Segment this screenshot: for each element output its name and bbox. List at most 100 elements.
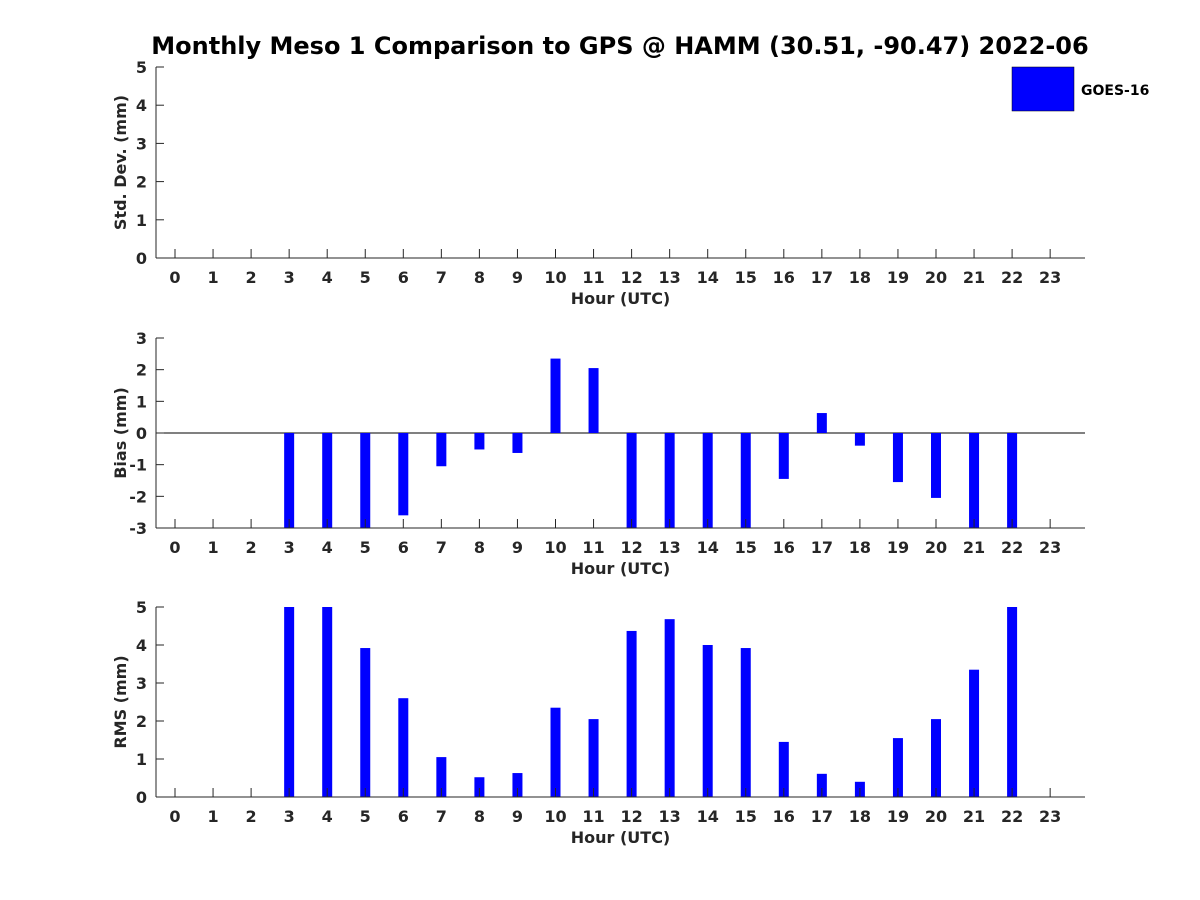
rms-bar-hour-7 bbox=[436, 757, 447, 797]
rms-bar-hour-20 bbox=[931, 719, 941, 797]
rms-x-tick-label: 7 bbox=[436, 807, 447, 826]
rms-bar-hour-3 bbox=[284, 607, 295, 797]
rms-bar-hour-14 bbox=[702, 645, 713, 797]
bias-x-tick-label: 20 bbox=[925, 538, 947, 557]
rms-bar-hour-5 bbox=[360, 648, 371, 797]
rms-x-tick-label: 8 bbox=[474, 807, 485, 826]
std-dev-x-tick-label: 11 bbox=[582, 268, 604, 287]
std-dev-y-tick-label: 4 bbox=[136, 96, 147, 115]
bias-x-tick-label: 22 bbox=[1001, 538, 1023, 557]
std-dev-x-tick-label: 10 bbox=[544, 268, 566, 287]
bias-bar-hour-13 bbox=[664, 433, 675, 528]
bias-y-tick-label: 3 bbox=[136, 329, 147, 348]
bias-y-tick-label: 2 bbox=[136, 361, 147, 380]
rms-x-tick-label: 10 bbox=[544, 807, 566, 826]
std-dev-x-tick-label: 15 bbox=[735, 268, 757, 287]
std-dev-x-axis-label: Hour (UTC) bbox=[571, 289, 671, 308]
bias-bar-hour-22 bbox=[1007, 433, 1018, 528]
bias-x-tick-label: 5 bbox=[360, 538, 371, 557]
std-dev-y-tick-label: 5 bbox=[136, 58, 147, 77]
bias-bar-hour-18 bbox=[854, 433, 865, 446]
bias-x-tick-label: 12 bbox=[620, 538, 642, 557]
rms-x-tick-label: 0 bbox=[169, 807, 180, 826]
rms-x-tick-label: 1 bbox=[207, 807, 218, 826]
bias-bar-hour-12 bbox=[626, 433, 637, 528]
bias-bar-hour-3 bbox=[284, 433, 295, 528]
rms-x-tick-label: 2 bbox=[246, 807, 257, 826]
rms-x-tick-label: 13 bbox=[659, 807, 681, 826]
rms-bar-hour-17 bbox=[816, 773, 827, 797]
rms-x-tick-label: 19 bbox=[887, 807, 909, 826]
rms-bar-hour-19 bbox=[892, 738, 903, 797]
bias-x-tick-label: 16 bbox=[773, 538, 795, 557]
rms-y-tick-label: 2 bbox=[136, 712, 147, 731]
legend-swatch-goes-16 bbox=[1011, 66, 1075, 112]
std-dev-x-tick-label: 2 bbox=[246, 268, 257, 287]
rms-y-tick-label: 0 bbox=[136, 788, 147, 807]
std-dev-y-tick-label: 3 bbox=[136, 134, 147, 153]
bias-x-axis-label: Hour (UTC) bbox=[571, 559, 671, 578]
legend: GOES-16 bbox=[1011, 66, 1149, 112]
rms-bar-hour-22 bbox=[1007, 607, 1018, 797]
rms-x-axis-label: Hour (UTC) bbox=[571, 828, 671, 847]
std-dev-x-tick-label: 7 bbox=[436, 268, 447, 287]
rms-bar-hour-6 bbox=[398, 698, 409, 797]
bias-x-tick-label: 7 bbox=[436, 538, 447, 557]
std-dev-x-tick-label: 0 bbox=[169, 268, 180, 287]
bias-bar-hour-21 bbox=[969, 433, 980, 528]
std-dev-y-tick-label: 0 bbox=[136, 249, 147, 268]
rms-x-tick-label: 6 bbox=[398, 807, 409, 826]
std-dev-x-tick-label: 14 bbox=[697, 268, 719, 287]
rms-bar-hour-11 bbox=[588, 719, 599, 797]
rms-bar-hour-12 bbox=[626, 630, 637, 797]
rms-bar-hour-4 bbox=[322, 607, 333, 797]
rms-x-tick-label: 12 bbox=[620, 807, 642, 826]
rms-x-tick-label: 4 bbox=[322, 807, 333, 826]
rms-bar-hour-16 bbox=[778, 741, 789, 797]
std-dev-x-tick-label: 1 bbox=[207, 268, 218, 287]
bias-bar-hour-15 bbox=[740, 433, 751, 528]
std-dev-x-tick-label: 18 bbox=[849, 268, 871, 287]
rms-x-tick-label: 9 bbox=[512, 807, 523, 826]
std-dev-y-tick-label: 2 bbox=[136, 173, 147, 192]
rms-bar-hour-10 bbox=[550, 707, 561, 797]
bias-x-tick-label: 2 bbox=[246, 538, 257, 557]
rms-x-tick-label: 15 bbox=[735, 807, 757, 826]
rms-x-tick-label: 20 bbox=[925, 807, 947, 826]
rms-x-tick-label: 21 bbox=[963, 807, 985, 826]
bias-y-tick-label: 0 bbox=[136, 424, 147, 443]
bias-x-tick-label: 23 bbox=[1039, 538, 1061, 557]
rms-x-tick-label: 11 bbox=[582, 807, 604, 826]
bias-x-tick-label: 19 bbox=[887, 538, 909, 557]
bias-bar-hour-17 bbox=[816, 413, 827, 433]
bias-y-tick-label: 1 bbox=[136, 392, 147, 411]
bias-bar-hour-6 bbox=[398, 433, 409, 516]
bias-x-tick-label: 8 bbox=[474, 538, 485, 557]
bias-x-tick-label: 21 bbox=[963, 538, 985, 557]
std-dev-x-tick-label: 22 bbox=[1001, 268, 1023, 287]
bias-x-tick-label: 0 bbox=[169, 538, 180, 557]
rms-x-tick-label: 23 bbox=[1039, 807, 1061, 826]
bias-y-tick-label: -1 bbox=[129, 456, 147, 475]
bias-y-tick-label: -2 bbox=[129, 487, 147, 506]
bias-x-tick-label: 4 bbox=[322, 538, 333, 557]
bias-x-tick-label: 11 bbox=[582, 538, 604, 557]
bias-x-tick-label: 9 bbox=[512, 538, 523, 557]
std-dev-x-tick-label: 21 bbox=[963, 268, 985, 287]
bias-y-tick-label: -3 bbox=[129, 519, 147, 538]
std-dev-x-tick-label: 12 bbox=[620, 268, 642, 287]
bias-bar-hour-10 bbox=[550, 358, 561, 433]
rms-y-tick-label: 1 bbox=[136, 750, 147, 769]
rms-x-tick-label: 14 bbox=[697, 807, 719, 826]
bias-x-tick-label: 6 bbox=[398, 538, 409, 557]
bias-bar-hour-20 bbox=[931, 433, 941, 498]
bias-x-tick-label: 15 bbox=[735, 538, 757, 557]
rms-x-tick-label: 22 bbox=[1001, 807, 1023, 826]
std-dev-x-tick-label: 3 bbox=[284, 268, 295, 287]
std-dev-x-tick-label: 17 bbox=[811, 268, 833, 287]
rms-x-tick-label: 17 bbox=[811, 807, 833, 826]
rms-y-axis-label: RMS (mm) bbox=[111, 655, 130, 748]
